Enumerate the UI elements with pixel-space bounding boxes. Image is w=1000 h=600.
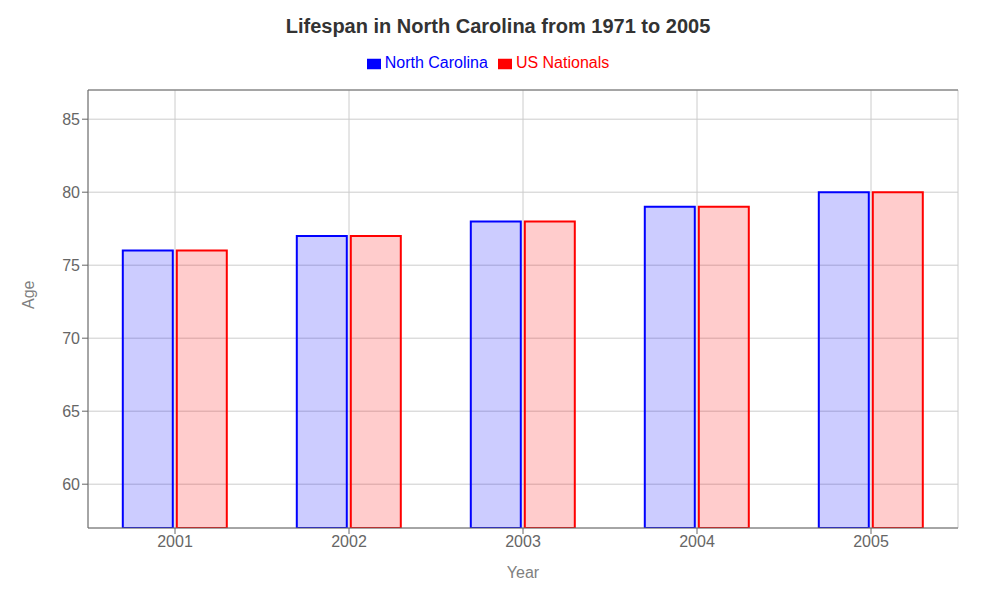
svg-text:60: 60 <box>62 476 80 493</box>
svg-text:2001: 2001 <box>157 533 193 550</box>
svg-text:70: 70 <box>62 330 80 347</box>
svg-text:75: 75 <box>62 257 80 274</box>
svg-text:85: 85 <box>62 111 80 128</box>
svg-text:65: 65 <box>62 403 80 420</box>
svg-text:Year: Year <box>507 564 540 581</box>
svg-text:Age: Age <box>20 280 37 309</box>
svg-text:2005: 2005 <box>853 533 889 550</box>
svg-text:2004: 2004 <box>679 533 715 550</box>
html-text:US Nationals: US Nationals <box>515 54 610 71</box>
html-text:Lifespan in North Carolina fro: Lifespan in North Carolina from 1971 to … <box>285 15 711 37</box>
svg-text:80: 80 <box>62 184 80 201</box>
html-text:North Carolina: North Carolina <box>384 54 488 71</box>
svg-text:2002: 2002 <box>331 533 367 550</box>
svg-text:2003: 2003 <box>505 533 541 550</box>
